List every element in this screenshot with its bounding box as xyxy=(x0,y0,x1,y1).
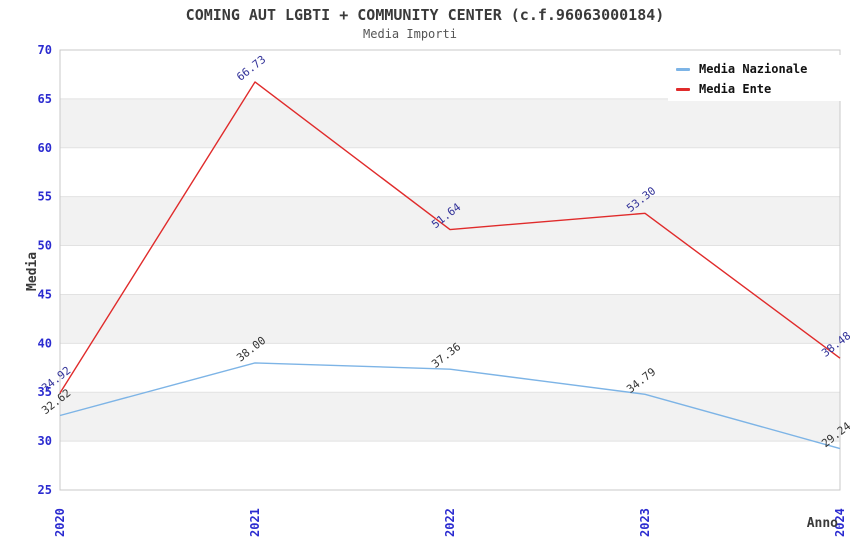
legend-item: Media Nazionale xyxy=(668,59,850,79)
chart-subtitle: Media Importi xyxy=(363,27,457,41)
y-tick-label: 50 xyxy=(38,239,52,253)
plot-band xyxy=(60,147,840,197)
y-tick-label: 30 xyxy=(38,434,52,448)
plot-band xyxy=(60,392,840,442)
legend-label: Media Nazionale xyxy=(699,62,808,76)
y-tick-label: 45 xyxy=(38,287,52,301)
legend-swatch-icon xyxy=(676,67,690,71)
y-tick-label: 40 xyxy=(38,336,52,350)
x-tick-label: 2020 xyxy=(53,508,67,537)
series-line-media-ente xyxy=(59,81,841,394)
chart-legend: Media Nazionale Media Ente xyxy=(668,55,850,101)
x-tick-label: 2024 xyxy=(833,508,847,537)
plot-band xyxy=(60,245,840,295)
y-tick-label: 35 xyxy=(38,385,52,399)
series-line-media-nazionale xyxy=(59,362,841,450)
legend-item: Media Ente xyxy=(668,79,850,99)
chart-title: COMING AUT LGBTI + COMMUNITY CENTER (c.f… xyxy=(185,6,665,24)
y-axis-title: Media xyxy=(25,252,40,291)
x-tick-label: 2022 xyxy=(443,508,457,537)
plot-band xyxy=(60,196,840,246)
legend-label: Media Ente xyxy=(699,82,772,96)
legend-swatch-icon xyxy=(676,87,690,91)
y-tick-label: 25 xyxy=(38,483,52,497)
plot-band xyxy=(60,441,840,490)
y-tick-label: 55 xyxy=(38,190,52,204)
y-tick-label: 65 xyxy=(38,92,52,106)
x-tick-label: 2023 xyxy=(638,508,652,537)
x-tick-label: 2021 xyxy=(248,508,262,537)
plot-band xyxy=(60,294,840,344)
plot-band xyxy=(60,343,840,393)
x-axis-title: Anno xyxy=(807,516,838,531)
y-tick-label: 70 xyxy=(38,43,52,57)
plot-border xyxy=(59,49,841,491)
y-tick-label: 60 xyxy=(38,141,52,155)
plot-band xyxy=(60,98,840,148)
